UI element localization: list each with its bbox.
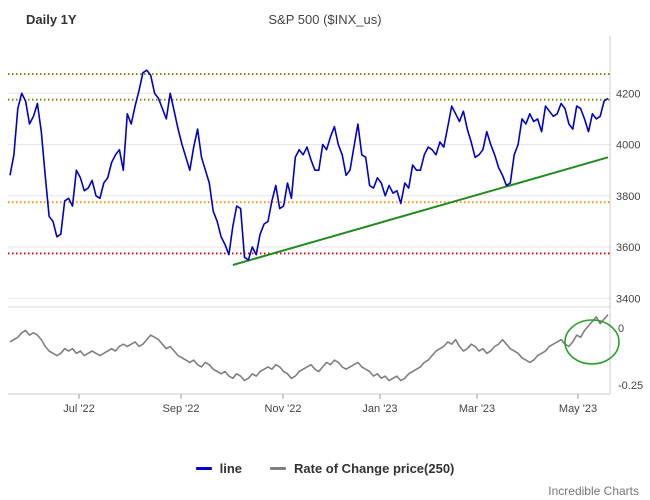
roc-panel	[9, 314, 609, 382]
x-tick-label: Nov '22	[265, 403, 302, 415]
price-y-tick-label: 3800	[616, 191, 640, 203]
grid-layer	[8, 36, 611, 395]
price-y-tick-label: 3600	[616, 242, 640, 254]
price-y-tick-label: 4000	[616, 140, 640, 152]
chart-legend: line Rate of Change price(250)	[0, 461, 650, 476]
price-y-tick-label: 4200	[616, 88, 640, 100]
annotations	[564, 319, 620, 365]
roc-y-tick-label: 0	[618, 323, 624, 335]
roc-y-tick-label: -0.25	[618, 380, 643, 392]
axes: 3400 3600 3800 4000 4200 0 -0.25 Jul '22 Sep '22…	[63, 88, 643, 415]
price-panel	[9, 69, 609, 266]
price-series-line	[9, 69, 609, 261]
legend-swatch-line	[195, 467, 212, 470]
footer-credit: Incredible Charts	[548, 484, 639, 498]
x-tick-label: Jul '22	[63, 403, 94, 415]
legend-swatch-roc	[270, 467, 287, 470]
legend-label-roc: Rate of Change price(250)	[294, 461, 455, 476]
horizontal-levels	[8, 73, 610, 255]
trendline	[232, 156, 609, 266]
x-tick-label: Jan '23	[362, 403, 397, 415]
legend-item-roc[interactable]: Rate of Change price(250)	[270, 461, 454, 476]
roc-series-line	[9, 314, 609, 382]
highlight-circle	[564, 319, 620, 365]
x-tick-label: Sep '22	[163, 403, 200, 415]
chart-title: S&P 500 ($INX_us)	[268, 12, 382, 27]
price-y-tick-label: 3400	[616, 293, 640, 305]
legend-label-line: line	[219, 461, 243, 476]
x-tick-label: Mar '23	[459, 403, 495, 415]
legend-item-line[interactable]: line	[195, 461, 243, 476]
x-tick-label: May '23	[559, 403, 597, 415]
chart-period-label: Daily 1Y	[26, 12, 77, 27]
